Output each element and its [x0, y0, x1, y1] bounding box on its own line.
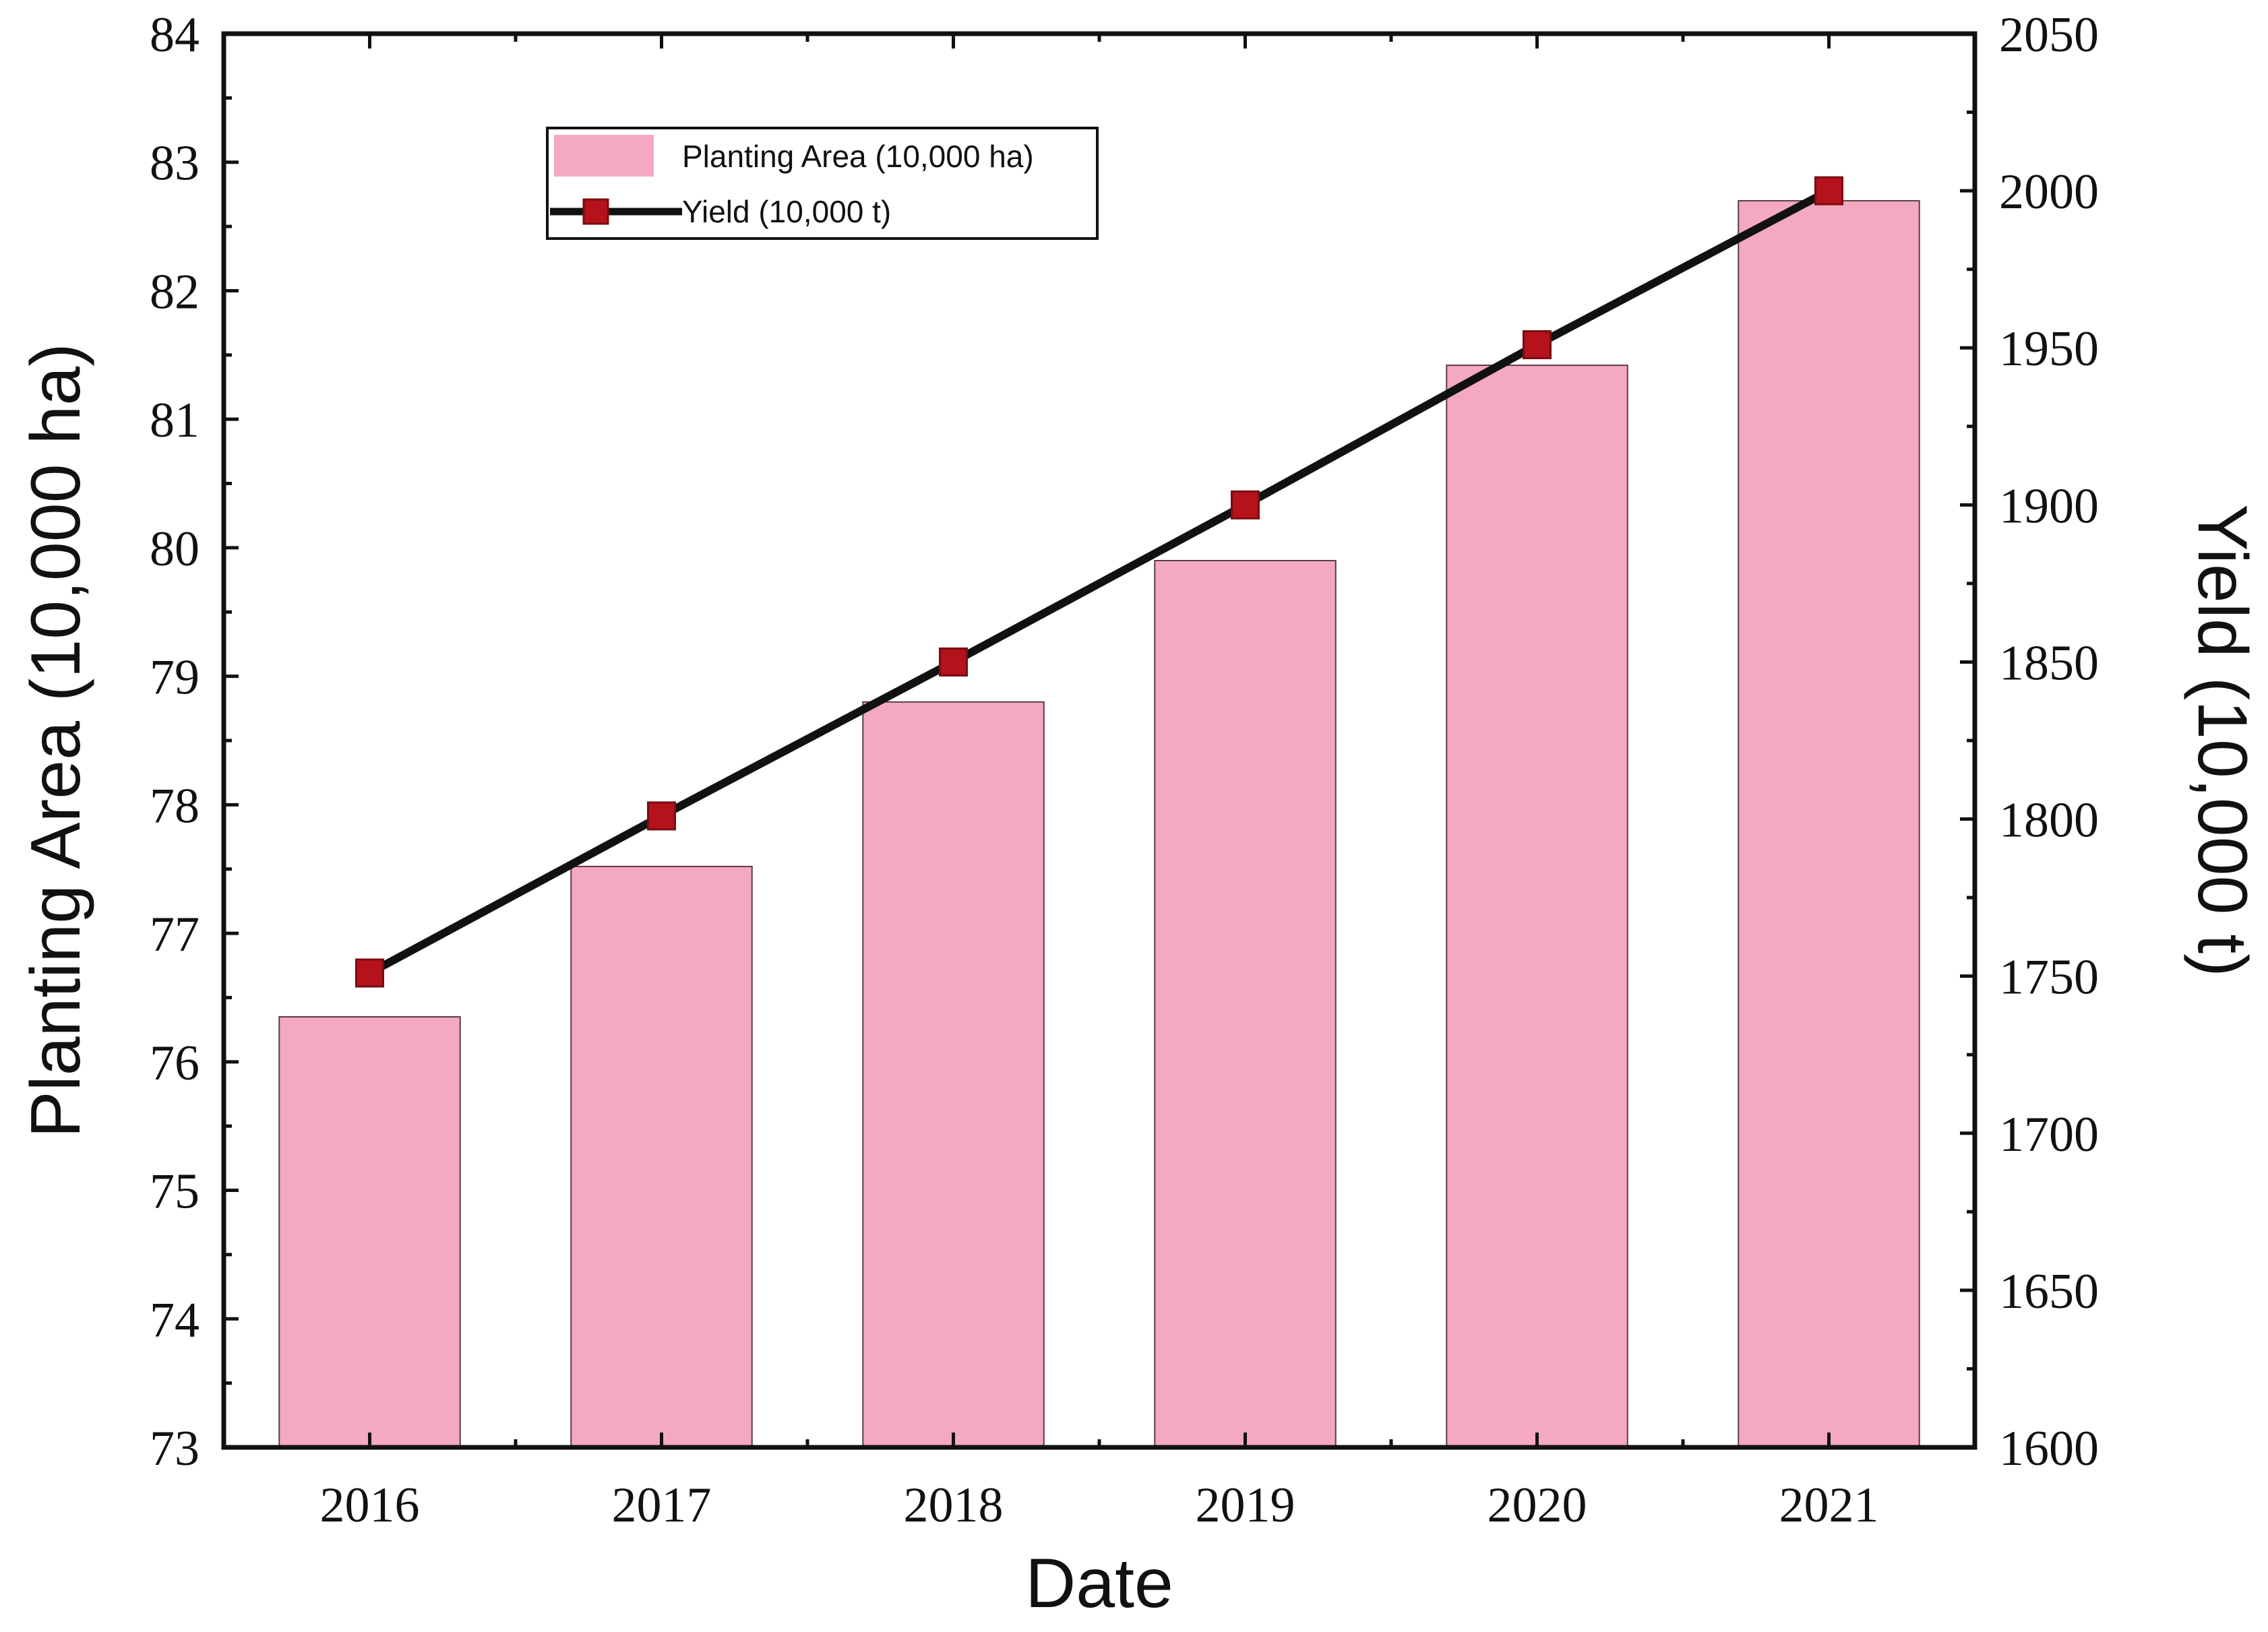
ticks-layer: [222, 32, 1977, 1449]
x-tick-label: 2017: [612, 1478, 712, 1533]
right-y-axis-title: Yield (10,000 t): [2183, 504, 2261, 976]
bars-layer: [278, 199, 1920, 1449]
yield-marker-2017: [647, 801, 676, 831]
x-tick-label: 2018: [904, 1478, 1004, 1533]
yield-line-layer: [365, 187, 1833, 978]
x-tick-label: 2016: [320, 1478, 420, 1533]
legend-bar-swatch: [554, 135, 654, 177]
bar-2018: [862, 701, 1045, 1448]
left-y-tick-label: 79: [150, 650, 200, 705]
left-y-tick-label: 81: [150, 393, 200, 448]
bar-2016: [278, 1016, 461, 1448]
bar-2020: [1446, 365, 1628, 1448]
x-tick-label: 2021: [1779, 1478, 1879, 1533]
right-y-tick-label: 1750: [1999, 950, 2099, 1005]
right-y-tick-label: 1900: [1999, 478, 2099, 534]
right-y-tick-label: 1700: [1999, 1107, 2099, 1162]
left-y-tick-label: 84: [150, 7, 200, 63]
bar-2019: [1154, 559, 1337, 1448]
right-y-tick-label: 2000: [1999, 164, 2099, 220]
yield-marker-2019: [1231, 490, 1260, 520]
yield-line: [365, 187, 1833, 978]
left-y-tick-label: 76: [150, 1036, 200, 1091]
right-y-tick-label: 1800: [1999, 793, 2099, 848]
left-y-tick-label: 78: [150, 778, 200, 834]
x-tick-label: 2019: [1196, 1478, 1295, 1533]
yield-markers-layer: [355, 176, 1843, 988]
bar-2021: [1738, 199, 1920, 1449]
yield-marker-2016: [355, 958, 384, 988]
left-y-tick-label: 82: [150, 264, 200, 319]
left-y-axis-title: Planting Area (10,000 ha): [17, 343, 95, 1138]
left-y-tick-label: 77: [150, 907, 200, 962]
right-y-tick-label: 1950: [1999, 321, 2099, 377]
left-y-tick-label: 83: [150, 136, 200, 191]
yield-marker-2018: [939, 647, 968, 677]
legend: Planting Area (10,000 ha) Yield (10,000 …: [546, 127, 1099, 240]
yield-marker-2021: [1814, 176, 1843, 206]
x-tick-label: 2020: [1488, 1478, 1587, 1533]
right-y-tick-label: 2050: [1999, 7, 2099, 63]
legend-marker-swatch: [582, 198, 609, 225]
right-y-tick-label: 1600: [1999, 1421, 2099, 1476]
legend-line-label: Yield (10,000 t): [682, 194, 891, 229]
x-axis-title: Date: [1025, 1544, 1173, 1623]
right-y-tick-label: 1650: [1999, 1264, 2099, 1319]
left-y-tick-label: 74: [150, 1292, 200, 1348]
right-y-tick-label: 1850: [1999, 635, 2099, 691]
bar-2017: [570, 865, 753, 1448]
left-y-tick-label: 80: [150, 522, 200, 577]
plot-frame: [221, 31, 1978, 1450]
yield-marker-2020: [1523, 330, 1552, 360]
left-y-tick-label: 73: [150, 1421, 200, 1476]
left-y-tick-label: 75: [150, 1164, 200, 1220]
legend-bar-label: Planting Area (10,000 ha): [682, 139, 1034, 174]
tick-labels-layer: 73 74 75 76 77 78 79 80 81 82 83 84 1600 1650 1700 1750…: [150, 7, 2099, 1533]
